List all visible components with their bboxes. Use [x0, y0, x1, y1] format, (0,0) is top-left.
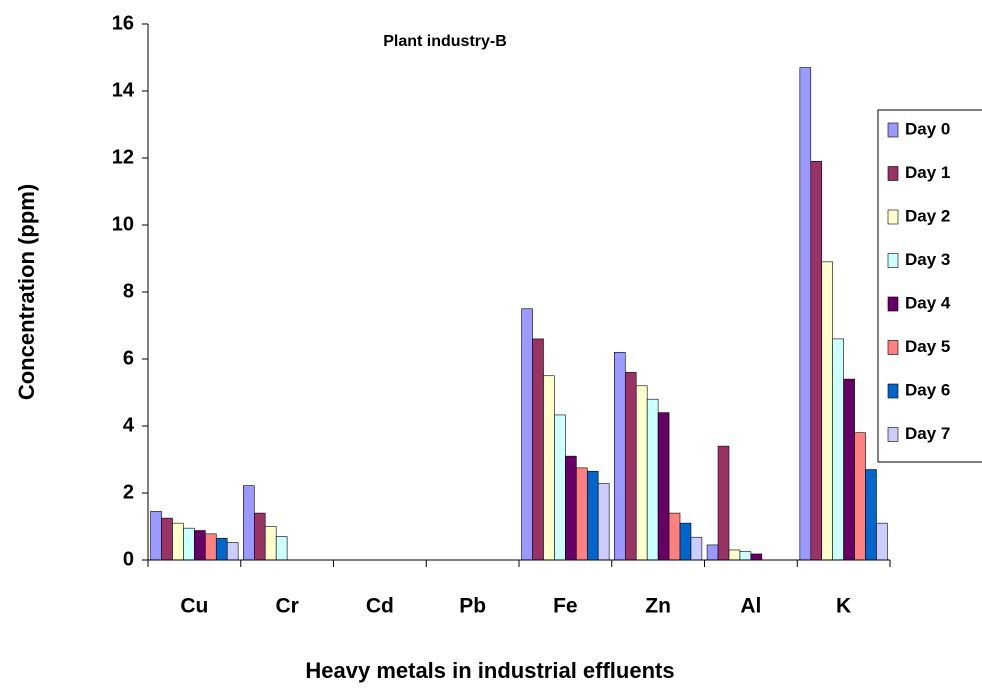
bar	[876, 522, 888, 561]
bar	[243, 485, 255, 561]
bar	[821, 261, 833, 561]
legend-label: Day 1	[905, 163, 950, 182]
x-axis-label: Heavy metals in industrial effluents	[305, 658, 674, 683]
bar	[739, 551, 752, 561]
y-tick-label: 6	[123, 347, 134, 369]
legend-swatch	[887, 253, 899, 268]
y-tick-label: 2	[123, 481, 134, 503]
bar	[521, 308, 533, 561]
y-tick-label: 4	[123, 414, 135, 436]
x-tick-label: Al	[740, 595, 761, 618]
legend-label: Day 6	[905, 380, 950, 399]
bar	[668, 512, 681, 561]
bar	[532, 338, 544, 561]
bar	[690, 536, 703, 561]
y-tick-label: 8	[123, 280, 134, 302]
bar	[657, 412, 670, 561]
legend-swatch	[887, 296, 899, 312]
bar	[799, 67, 812, 561]
x-tick-label: Cd	[366, 595, 394, 618]
y-tick-label: 16	[112, 12, 134, 34]
bar	[172, 522, 184, 561]
legend-label: Day 7	[905, 424, 950, 443]
bar	[843, 378, 855, 561]
bar	[253, 512, 266, 561]
y-tick-label: 14	[112, 79, 135, 101]
bar	[614, 351, 626, 561]
legend-swatch	[887, 383, 899, 399]
bar	[728, 549, 741, 561]
bar	[635, 385, 648, 561]
bar	[554, 414, 566, 561]
bar	[205, 533, 217, 561]
bar	[597, 483, 610, 561]
bar	[194, 530, 206, 561]
bar	[646, 398, 659, 561]
bar	[717, 445, 730, 561]
x-tick-label: Fe	[553, 595, 578, 618]
legend-label: Day 0	[905, 119, 950, 138]
x-tick-label: Zn	[645, 595, 671, 618]
x-tick-label: Pb	[459, 595, 486, 618]
bar	[586, 470, 599, 561]
legend-swatch	[887, 427, 899, 442]
bar	[865, 469, 877, 561]
bar	[854, 432, 866, 561]
legend-label: Day 2	[905, 206, 950, 225]
bar	[679, 522, 692, 561]
bar	[183, 527, 195, 561]
bar	[161, 517, 173, 561]
y-tick-label: 10	[112, 213, 134, 235]
legend-swatch	[887, 340, 899, 355]
bar	[810, 161, 823, 561]
bar	[264, 526, 277, 561]
y-tick-label: 0	[123, 548, 134, 570]
x-tick-label: Cr	[275, 595, 298, 618]
bar	[543, 375, 555, 561]
legend-label: Day 5	[905, 337, 950, 356]
chart-title: Plant industry-B	[383, 33, 507, 50]
legend-label: Day 3	[905, 250, 950, 269]
y-axis-label: Concentration (ppm)	[14, 184, 39, 400]
bar	[226, 542, 239, 561]
bar	[275, 536, 288, 561]
legend-swatch	[887, 122, 899, 138]
legend-swatch	[887, 166, 899, 181]
bar	[565, 455, 577, 561]
bar	[706, 544, 719, 561]
legend-swatch	[887, 209, 899, 225]
legend-label: Day 4	[905, 293, 951, 312]
bar	[215, 537, 228, 561]
y-tick-label: 12	[112, 146, 134, 168]
bar	[750, 553, 763, 561]
x-tick-label: K	[836, 595, 851, 618]
x-tick-label: Cu	[180, 595, 208, 618]
bar	[832, 338, 844, 561]
bar	[576, 467, 588, 561]
bar	[624, 372, 637, 561]
bar	[150, 511, 162, 561]
